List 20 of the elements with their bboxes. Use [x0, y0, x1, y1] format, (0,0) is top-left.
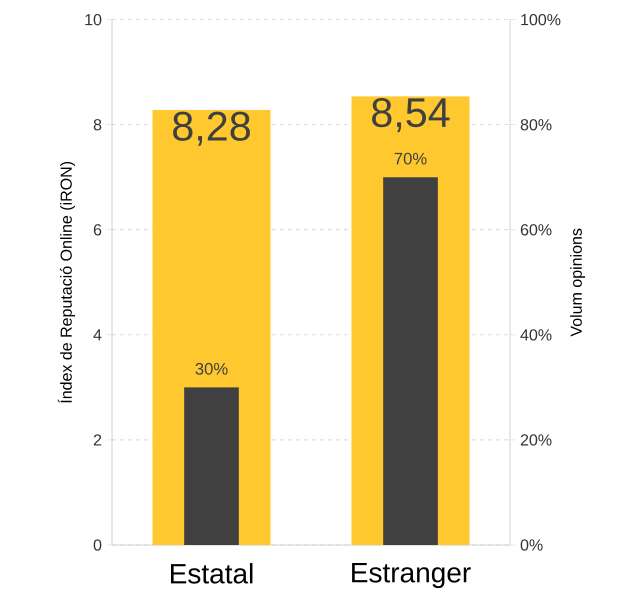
y-tick-label: 4	[93, 329, 102, 340]
y-tick-label: 6	[94, 224, 102, 236]
y2-tick-label: 80%	[520, 119, 552, 130]
y-tick-label: 10	[85, 14, 102, 26]
y-tick-label: 8	[94, 119, 102, 130]
x-tick-label: Estatal	[171, 563, 252, 584]
data-label: 8,54	[372, 98, 450, 132]
data-label: 8,28	[173, 112, 250, 146]
y2-tick-label: 0%	[520, 539, 543, 551]
y2-tick-label: 100%	[521, 14, 560, 26]
y2-tick-label: 40%	[520, 329, 552, 341]
data-label: 30%	[195, 362, 228, 375]
y-axis-title: Índex de Reputació Online (iRON)	[58, 162, 76, 403]
y2-tick-label: 20%	[520, 434, 552, 446]
y2-axis-title: Volum opinions	[570, 228, 586, 337]
y-tick-label: 0	[94, 539, 102, 551]
x-tick-label: Estranger	[352, 563, 471, 588]
y2-tick-label: 60%	[520, 224, 552, 236]
data-label: 70%	[394, 152, 427, 165]
y-tick-label: 2	[94, 434, 102, 446]
